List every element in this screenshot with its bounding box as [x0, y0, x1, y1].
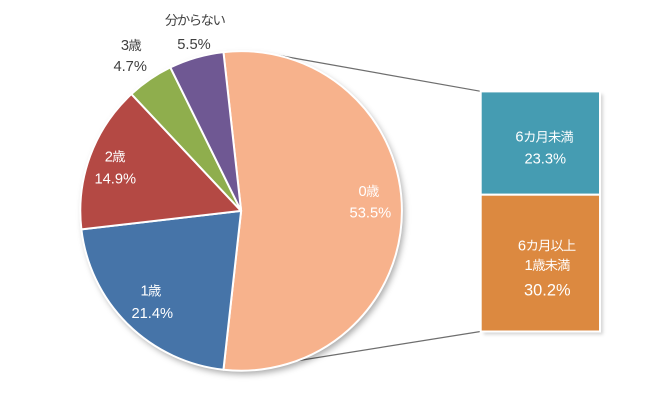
svg-text:1: 1	[525, 258, 533, 274]
svg-text:5.5%: 5.5%	[177, 37, 210, 53]
svg-text:21.4%: 21.4%	[131, 306, 173, 322]
svg-text:6: 6	[518, 238, 526, 254]
svg-text:2: 2	[105, 149, 113, 165]
svg-text:1: 1	[140, 284, 148, 300]
svg-text:23.3%: 23.3%	[524, 152, 566, 168]
svg-text:14.9%: 14.9%	[94, 171, 136, 187]
svg-text:53.5%: 53.5%	[350, 205, 392, 221]
svg-text:30.2%: 30.2%	[524, 281, 570, 299]
svg-text:6: 6	[515, 130, 523, 146]
svg-text:3: 3	[121, 38, 129, 54]
svg-text:4.7%: 4.7%	[113, 59, 146, 75]
svg-text:0: 0	[359, 184, 367, 200]
